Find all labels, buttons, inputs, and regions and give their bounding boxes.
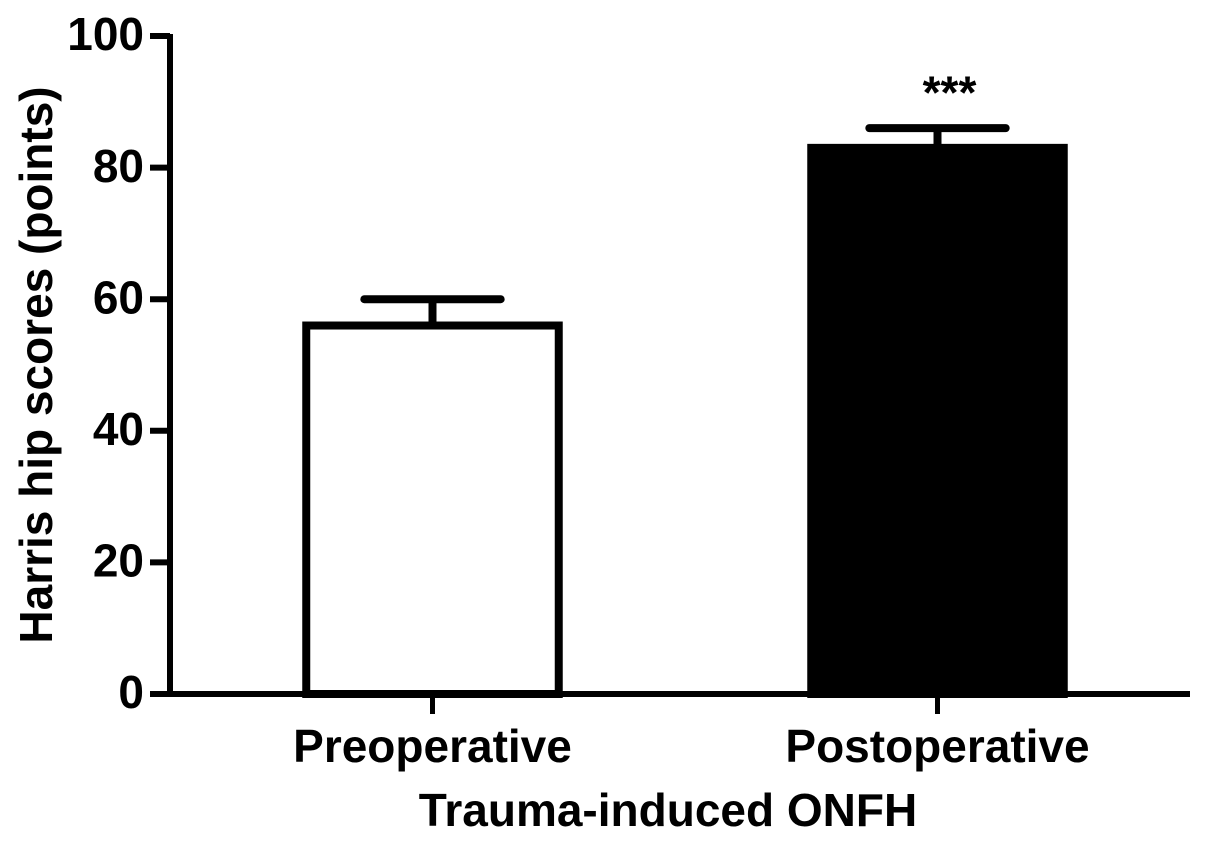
- x-tick-label: Postoperative: [785, 720, 1089, 772]
- bar: [807, 143, 1068, 699]
- x-tick-label: Preoperative: [293, 720, 572, 772]
- y-tick-label: 40: [93, 403, 144, 455]
- x-axis-title: Trauma-induced ONFH: [419, 784, 917, 836]
- y-axis-title: Harris hip scores (points): [10, 86, 62, 643]
- y-tick-label: 100: [67, 8, 144, 60]
- y-tick-label: 60: [93, 271, 144, 323]
- bar: [302, 321, 563, 698]
- y-tick-label: 80: [93, 140, 144, 192]
- y-tick-label: 0: [118, 666, 144, 718]
- significance-annotation: ***: [923, 66, 977, 118]
- y-tick-label: 20: [93, 535, 144, 587]
